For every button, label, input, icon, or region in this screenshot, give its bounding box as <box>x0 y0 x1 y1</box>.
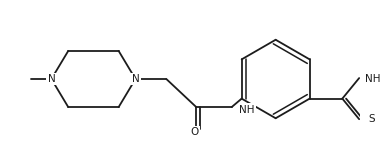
Text: O: O <box>190 127 199 137</box>
Text: S: S <box>368 114 375 124</box>
Text: NH: NH <box>239 104 255 115</box>
Text: NH: NH <box>365 74 380 84</box>
Text: N: N <box>47 74 55 84</box>
Text: N: N <box>132 74 139 84</box>
